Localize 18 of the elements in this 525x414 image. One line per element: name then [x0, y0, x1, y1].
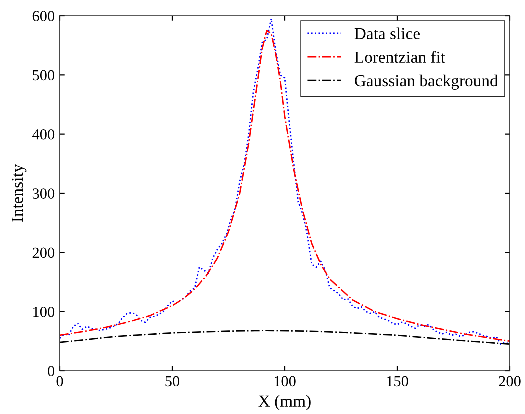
y-tick-label: 200 [32, 248, 55, 258]
y-tick-label: 100 [34, 306, 55, 318]
y-tick-label: 0 [48, 366, 55, 376]
line-series [60, 330, 510, 346]
legend-label: Gaussian background [355, 74, 498, 90]
legend-label: Data slice [354, 28, 420, 40]
y-tick-label: 300 [32, 188, 55, 199]
x-tick-label: 50 [166, 376, 180, 387]
y-tick-label: 500 [33, 70, 55, 81]
x-tick-label: 200 [499, 376, 521, 387]
x-tick-label: 0 [56, 376, 64, 387]
legend-label: Lorentzian fit [354, 51, 446, 64]
x-axis-title: X (mm) [258, 395, 311, 410]
y-axis-title: Intensity [12, 164, 27, 222]
x-tick-label: 150 [387, 376, 408, 387]
x-tick-label: 100 [274, 376, 296, 387]
y-tick-label: 600 [32, 11, 55, 22]
y-tick-label: 400 [32, 129, 55, 140]
